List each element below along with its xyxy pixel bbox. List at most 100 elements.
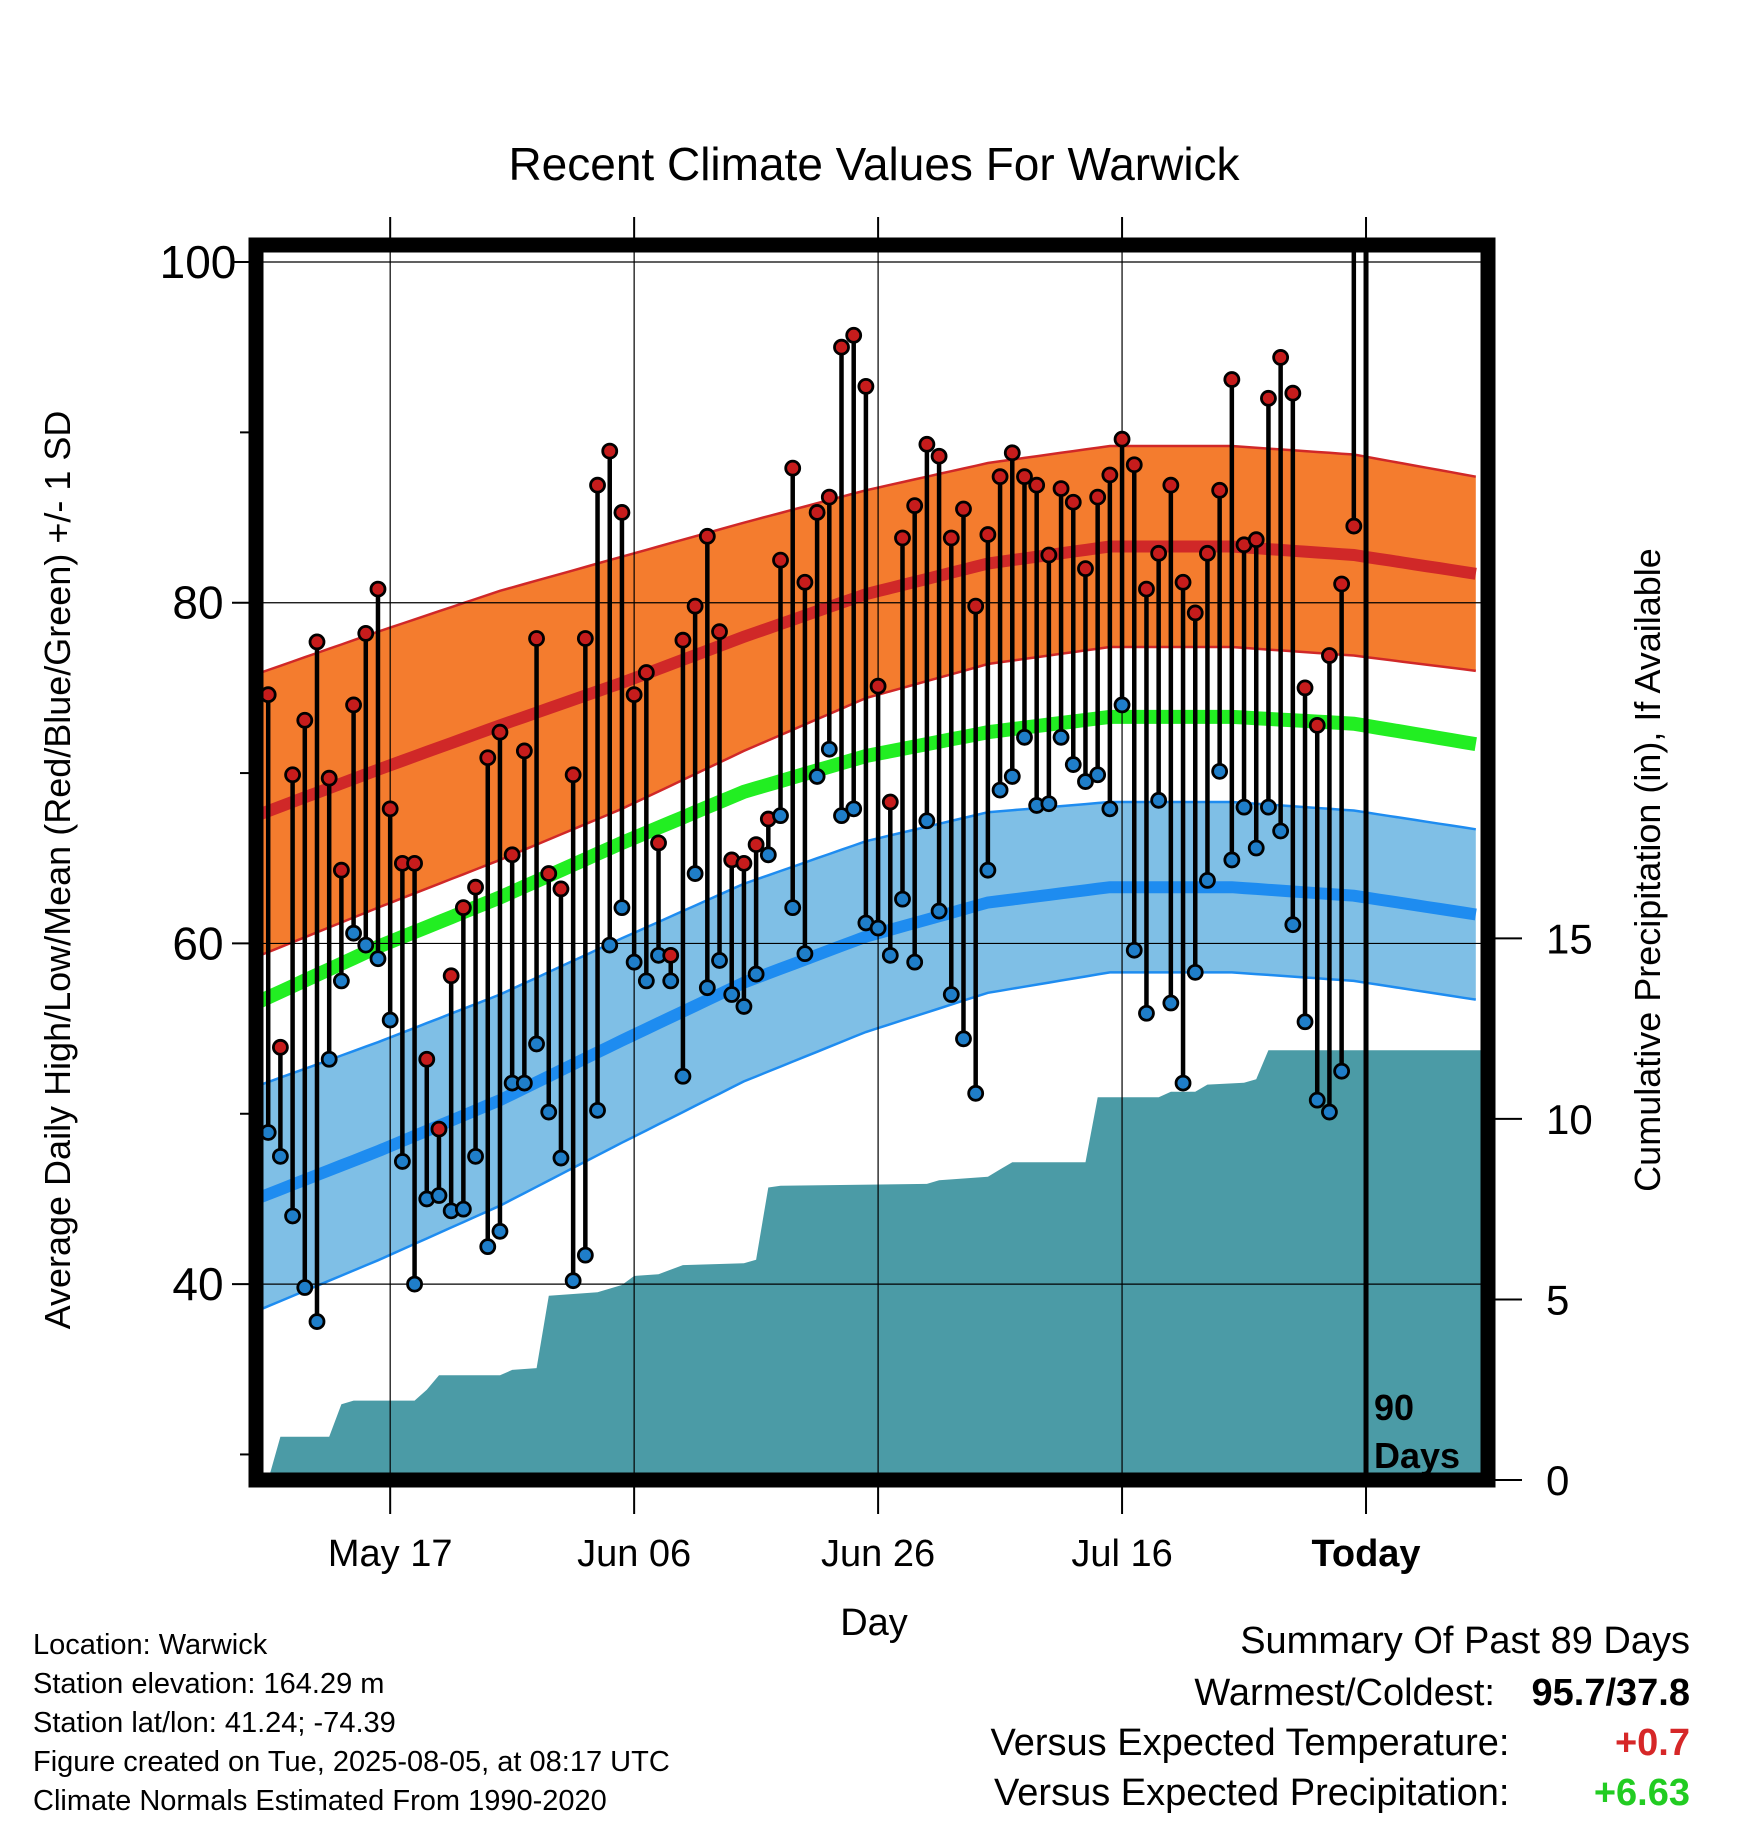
daily-high-point [515, 742, 533, 760]
x-tick-label: Jul 16 [1071, 1533, 1172, 1575]
daily-high-point [345, 696, 362, 714]
daily-high-point [881, 793, 899, 811]
daily-low-point [772, 807, 789, 825]
daily-low-point [406, 1275, 423, 1293]
info-created: Figure created on Tue, 2025-08-05, at 08… [33, 1746, 670, 1778]
daily-high-point [1101, 466, 1119, 484]
daily-low-point [491, 1222, 509, 1240]
daily-low-point [1321, 1103, 1338, 1121]
daily-low-point [296, 1279, 314, 1296]
daily-low-point [906, 953, 924, 971]
y2-tick-label: 5 [1546, 1276, 1569, 1323]
daily-high-point [503, 846, 521, 864]
daily-high-point [942, 529, 960, 547]
daily-low-point [1003, 768, 1021, 785]
daily-high-point [1089, 488, 1107, 506]
plot-frame [248, 237, 1496, 1488]
daily-low-point [662, 972, 680, 990]
daily-high-point [1199, 544, 1216, 562]
daily-low-point [1199, 871, 1216, 889]
plot-inner [256, 245, 1488, 1480]
daily-high-point [698, 527, 716, 545]
daily-low-point [1235, 798, 1253, 816]
daily-high-point [1113, 430, 1131, 448]
daily-low-point [723, 986, 741, 1003]
daily-high-point [1333, 575, 1351, 593]
daily-high-point [1125, 456, 1143, 474]
daily-high-point [320, 769, 338, 787]
daily-low-point [930, 902, 948, 920]
daily-low-point [1272, 822, 1290, 840]
summary-warmest-value: 95.7/37.8 [1531, 1672, 1690, 1714]
daily-low-point [1333, 1062, 1351, 1080]
daily-high-point [1003, 444, 1021, 462]
precip-area [256, 1050, 1488, 1480]
daily-low-point [1040, 795, 1058, 813]
info-normals: Climate Normals Estimated From 1990-2020 [33, 1785, 607, 1817]
daily-low-point [1089, 766, 1107, 784]
summary-warmest-label: Warmest/Coldest: [1194, 1672, 1495, 1714]
daily-low-point [979, 861, 997, 879]
low-mean-line [256, 881, 1477, 1205]
daily-low-point [1064, 756, 1082, 773]
daily-high-point [1016, 468, 1033, 486]
x-tick-label: Jun 26 [821, 1533, 935, 1575]
daily-low-point [784, 899, 802, 917]
y-tick-label: 100 [160, 236, 237, 288]
y-tick-label: 60 [172, 917, 223, 969]
daily-high-point [1272, 349, 1290, 366]
daily-low-point [613, 899, 631, 917]
daily-low-point [1223, 851, 1241, 869]
daily-low-point [381, 1011, 399, 1029]
today-marker-label-days-count: 90 [1374, 1387, 1414, 1428]
y-tick-label: 40 [172, 1258, 223, 1310]
daily-low-point [711, 952, 728, 969]
daily-high-point [674, 631, 692, 649]
daily-high-point [930, 447, 948, 465]
daily-high-point [479, 749, 497, 767]
daily-low-point [881, 946, 899, 964]
daily-low-point [637, 972, 655, 990]
y2-tick-label: 15 [1546, 915, 1593, 962]
daily-high-point [576, 630, 594, 647]
summary-temp-label: Versus Expected Temperature: [990, 1722, 1510, 1764]
daily-high-point [284, 766, 301, 784]
daily-low-point [284, 1207, 301, 1225]
daily-low-point [1113, 696, 1131, 714]
daily-low-point [1260, 798, 1277, 816]
x-tick-label: May 17 [328, 1533, 453, 1575]
info-elevation: Station elevation: 164.29 m [33, 1668, 385, 1700]
daily-high-point [796, 573, 814, 591]
daily-low-point [1052, 728, 1070, 746]
daily-high-point [637, 664, 655, 681]
y-axis-label: Average Daily High/Low/Mean (Red/Blue/Gr… [37, 411, 78, 1330]
daily-high-point [552, 880, 570, 898]
daily-high-point [772, 551, 789, 569]
daily-high-point [1138, 580, 1155, 598]
daily-high-point [735, 854, 753, 872]
daily-high-point [1186, 604, 1204, 622]
daily-low-point [601, 936, 619, 954]
daily-high-point [454, 899, 472, 917]
daily-high-point [528, 630, 545, 647]
daily-low-point [345, 924, 362, 942]
daily-low-point [1016, 728, 1033, 746]
daily-high-point [430, 1120, 448, 1138]
x-axis-label: Day [840, 1602, 908, 1644]
daily-high-point [967, 597, 985, 615]
summary-temp-row: Versus Expected Temperature: +0.7 [991, 1722, 1690, 1765]
daily-high-point [1284, 384, 1302, 402]
daily-high-point [406, 854, 423, 872]
daily-high-point [271, 1038, 289, 1056]
daily-high-point [1260, 389, 1277, 407]
summary-warmest-row: Warmest/Coldest: 95.7/37.8 [1194, 1672, 1690, 1715]
daily-low-point [369, 950, 387, 968]
today-marker-label-days-word: Days [1374, 1435, 1460, 1476]
daily-low-point [894, 890, 911, 908]
daily-low-point [528, 1035, 545, 1053]
daily-high-point [894, 529, 911, 547]
daily-low-point [674, 1067, 692, 1085]
daily-low-point [357, 936, 375, 954]
y-tick-label: 80 [172, 577, 223, 629]
